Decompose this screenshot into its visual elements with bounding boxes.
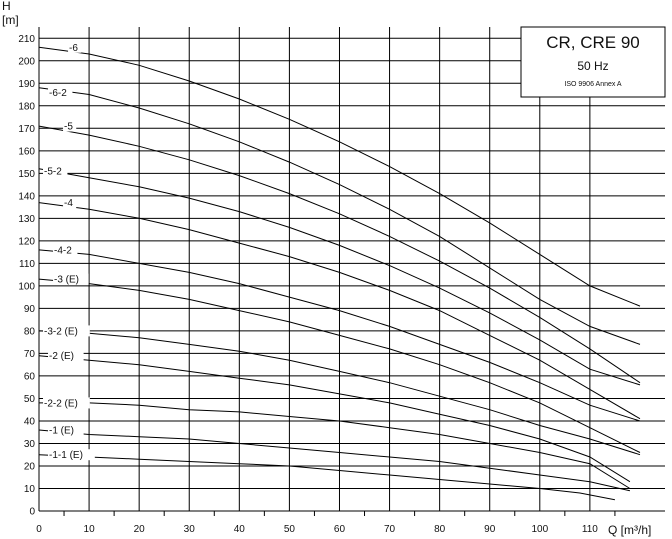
- performance-curve: [38, 429, 631, 492]
- x-tick-label: 40: [234, 524, 246, 535]
- performance-curves: [38, 46, 641, 501]
- y-tick-label: 190: [18, 79, 35, 90]
- curve-label: -2-2 (E): [44, 398, 78, 409]
- curve-label-background: [53, 244, 78, 256]
- curve-label: -2 (E): [49, 351, 74, 362]
- curve-label-background: [48, 424, 84, 436]
- curve-label-background: [63, 120, 77, 132]
- performance-curve: [38, 355, 631, 483]
- performance-curve: [39, 402, 631, 489]
- chart-subtitle: 50 Hz: [577, 59, 608, 73]
- performance-curve: [38, 330, 641, 456]
- y-tick-label: 130: [18, 214, 35, 225]
- x-tick-label: 10: [84, 524, 96, 535]
- y-tick-label: 60: [24, 371, 36, 382]
- curve-label-background: [48, 86, 73, 98]
- performance-curve: [38, 202, 641, 420]
- y-tick-label: 150: [18, 169, 35, 180]
- y-tick-label: 180: [18, 101, 35, 112]
- chart-title: CR, CRE 90: [546, 33, 640, 52]
- x-tick-label: 70: [384, 524, 396, 535]
- performance-curve: [38, 125, 641, 384]
- curve-label-background: [48, 350, 84, 362]
- curve-label: -5: [64, 122, 73, 133]
- y-tick-label: 90: [24, 304, 36, 315]
- x-tick-label: 110: [582, 524, 598, 535]
- curve-label: -3 (E): [54, 275, 79, 286]
- y-tick-label: 70: [24, 349, 36, 360]
- y-axis-title: H: [2, 0, 11, 13]
- performance-curve: [38, 168, 641, 386]
- y-tick-label: 140: [18, 191, 35, 202]
- curve-label: -1-1 (E): [49, 450, 83, 461]
- curve-label-background: [43, 397, 90, 409]
- y-tick-label: 160: [18, 146, 35, 157]
- y-tick-label: 170: [18, 124, 35, 135]
- chart-note: ISO 9906 Annex A: [564, 81, 622, 88]
- x-tick-label: 30: [184, 524, 196, 535]
- x-tick-label: 100: [531, 524, 548, 535]
- performance-curve: [38, 87, 641, 345]
- x-tick-label: 20: [134, 524, 146, 535]
- y-axis-unit: [m]: [2, 13, 19, 27]
- curve-label: -4-2: [54, 245, 72, 256]
- curve-label-background: [43, 325, 90, 337]
- curve-label: -4: [64, 198, 73, 209]
- legend-box: CR, CRE 90 50 Hz ISO 9906 Annex A: [520, 26, 666, 98]
- curve-label: -1 (E): [49, 425, 74, 436]
- curve-label-background: [68, 41, 82, 53]
- performance-curve: [38, 278, 641, 453]
- x-tick-label: 90: [484, 524, 496, 535]
- x-tick-label: 50: [284, 524, 296, 535]
- curve-label-background: [53, 273, 89, 285]
- legend-background: [520, 26, 666, 98]
- performance-curve: [38, 454, 615, 501]
- y-tick-label: 40: [24, 416, 36, 427]
- x-tick-label: 0: [36, 524, 42, 535]
- y-tick-labels: 0 10 20 30 40 50 60 70 80 90 100 110 120 130 140 150 160…: [18, 34, 35, 518]
- curve-labels: -6 -6-2 -5 -5-2 -4 -4-2 -3 (E) -3-2 (E) -2 (E) -2…: [43, 41, 95, 461]
- y-tick-label: 120: [18, 236, 35, 247]
- y-tick-label: 210: [18, 34, 35, 45]
- y-tick-label: 80: [24, 326, 36, 337]
- curve-label: -6-2: [49, 88, 67, 99]
- grid: [38, 27, 665, 516]
- x-tick-labels: 0 10 20 30 40 50 60 70 80 90 100 110: [36, 524, 598, 535]
- x-tick-label: 80: [434, 524, 446, 535]
- performance-curve: [38, 249, 641, 422]
- y-tick-label: 20: [24, 461, 36, 472]
- curve-label: -3-2 (E): [44, 326, 78, 337]
- y-tick-label: 50: [24, 394, 36, 405]
- y-tick-label: 110: [19, 259, 35, 270]
- y-tick-label: 200: [18, 56, 35, 67]
- y-tick-label: 0: [29, 507, 35, 518]
- performance-curve: [38, 46, 641, 307]
- y-tick-label: 100: [18, 281, 35, 292]
- curve-label: -6: [69, 43, 78, 54]
- y-tick-label: 30: [24, 439, 36, 450]
- curve-label-background: [43, 165, 68, 177]
- x-axis-title: Q [m³/h]: [608, 523, 651, 537]
- curve-label-background: [48, 449, 95, 461]
- curve-label: -5-2: [44, 167, 62, 178]
- y-tick-label: 10: [24, 484, 36, 495]
- curve-label-background: [63, 197, 77, 209]
- x-tick-label: 60: [334, 524, 346, 535]
